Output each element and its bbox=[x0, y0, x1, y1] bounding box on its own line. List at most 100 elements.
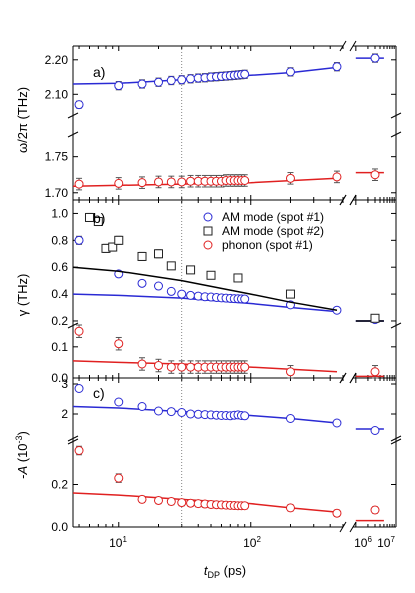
x-break-mark bbox=[349, 40, 357, 52]
y-tick-label: 0.2 bbox=[51, 314, 68, 328]
x-break-mark bbox=[349, 372, 357, 384]
series-b-2-point bbox=[177, 362, 187, 372]
series-b-2-point bbox=[285, 367, 295, 377]
series-a-0-point bbox=[240, 69, 250, 79]
series-c-0-point bbox=[166, 407, 176, 417]
y-tick-label: 0.0 bbox=[51, 371, 68, 385]
legend-marker-phonon-spot1 bbox=[203, 240, 213, 250]
series-b-1-point bbox=[166, 261, 176, 271]
series-c-1-point bbox=[186, 498, 196, 508]
y-tick-label: 0.4 bbox=[51, 287, 68, 301]
series-b-2-point bbox=[166, 362, 176, 372]
y-tick-label: 0.8 bbox=[51, 233, 68, 247]
x-tick-label-100: 102 bbox=[243, 535, 261, 550]
series-a-1-point bbox=[332, 172, 342, 182]
series-c-0-point bbox=[332, 418, 342, 428]
series-a-0-point bbox=[332, 62, 342, 72]
series-c-0-point bbox=[240, 411, 250, 421]
series-c-1-point bbox=[74, 446, 84, 455]
series-a-1-point bbox=[285, 173, 295, 183]
y-tick-label: 0.1 bbox=[51, 340, 68, 354]
series-a-0-point bbox=[370, 53, 380, 63]
series-a-1-point bbox=[137, 178, 147, 188]
series-b-0-point bbox=[240, 294, 250, 304]
series-b-1-point bbox=[233, 273, 243, 283]
series-b-1-point bbox=[84, 212, 94, 222]
legend-label-am-spot1: AM mode (spot #1) bbox=[222, 210, 324, 224]
series-b-2-point bbox=[240, 362, 250, 372]
y-tick-label: 2 bbox=[61, 407, 68, 421]
legend-marker-am-spot2 bbox=[203, 226, 213, 236]
series-c-1-point bbox=[370, 505, 380, 515]
y-tick-label: 1.0 bbox=[51, 206, 68, 220]
y-tick-label: 3 bbox=[61, 377, 68, 391]
series-b-1-point bbox=[370, 313, 380, 323]
series-a-1-point bbox=[186, 176, 196, 186]
panel-label-a: a) bbox=[93, 64, 105, 80]
series-c-1-point bbox=[177, 498, 187, 508]
series-a-0-point bbox=[153, 77, 163, 87]
y-tick-label: 0.0 bbox=[51, 520, 68, 534]
series-a-0-point bbox=[74, 100, 84, 110]
panel-label-c: c) bbox=[93, 385, 105, 401]
series-a-0-point bbox=[137, 79, 147, 89]
y-break-mark bbox=[390, 112, 402, 119]
series-c-1-point bbox=[137, 494, 147, 504]
series-a-1-point bbox=[153, 177, 163, 187]
y-break-mark bbox=[67, 131, 79, 138]
series-c-0-point bbox=[177, 408, 187, 417]
series-a-0-point bbox=[166, 76, 176, 85]
series-b-2-point bbox=[153, 361, 163, 371]
series-a-1-point bbox=[166, 177, 176, 187]
series-c-0-point bbox=[74, 384, 84, 393]
y-break-mark bbox=[67, 438, 79, 445]
x-break-mark bbox=[349, 194, 357, 206]
series-a-0-point bbox=[177, 75, 187, 85]
series-b-1-point bbox=[186, 265, 196, 275]
series-c-0-point bbox=[114, 397, 124, 407]
series-a-0-point bbox=[285, 67, 295, 77]
series-b-0-point bbox=[166, 286, 176, 296]
y-axis-label-c: -A (10-3) bbox=[14, 431, 30, 479]
y-axis-label-b: γ (THz) bbox=[15, 274, 30, 317]
series-b-2-point bbox=[137, 359, 147, 369]
series-a-1-point bbox=[370, 170, 380, 180]
series-c-1-point bbox=[114, 473, 124, 483]
series-b-0-point bbox=[186, 290, 196, 300]
y-break-mark bbox=[67, 112, 79, 119]
series-b-1-point bbox=[206, 270, 216, 280]
legend: AM mode (spot #1) AM mode (spot #2) phon… bbox=[203, 210, 324, 252]
y-axis-label-a: ω/2π (THz) bbox=[15, 87, 30, 153]
series-c-0-point bbox=[285, 414, 295, 423]
series-b-1-fit-0 bbox=[72, 266, 338, 311]
legend-marker-am-spot1 bbox=[203, 212, 213, 222]
axes-frames: 1.70 1.75 2.10 2.20 0.0 0.1 0.2 0.4 0.6 0.8 1.0 0.0… bbox=[45, 40, 402, 534]
y-break-mark bbox=[390, 322, 402, 329]
y-tick-label: 1.70 bbox=[45, 186, 69, 200]
x-break-mark bbox=[349, 521, 357, 533]
series-a-1-point bbox=[114, 178, 124, 188]
series-b-1-point bbox=[114, 235, 124, 245]
series-b-0-point bbox=[153, 281, 163, 291]
series-a-0-point bbox=[186, 74, 196, 84]
series-b-1-point bbox=[285, 289, 295, 299]
series-c-0-point bbox=[153, 406, 163, 416]
series-b-1-point bbox=[153, 249, 163, 259]
series-a-1-point bbox=[74, 179, 84, 189]
series-c-1-point bbox=[332, 508, 342, 518]
y-break-mark bbox=[390, 435, 402, 442]
y-break-mark bbox=[67, 435, 79, 442]
series-c-1-point bbox=[166, 497, 176, 506]
series-a-0-point bbox=[114, 81, 124, 91]
series-b-2-point bbox=[370, 367, 380, 377]
y-tick-label: 2.20 bbox=[45, 53, 69, 67]
data-layer bbox=[72, 53, 384, 522]
series-b-2-point bbox=[114, 339, 124, 349]
series-b-1-point bbox=[108, 242, 118, 252]
y-break-mark bbox=[67, 322, 79, 329]
series-c-0-point bbox=[186, 409, 196, 419]
x-tick-label-10: 101 bbox=[109, 535, 127, 550]
legend-label-phonon-spot1: phonon (spot #1) bbox=[222, 238, 313, 252]
